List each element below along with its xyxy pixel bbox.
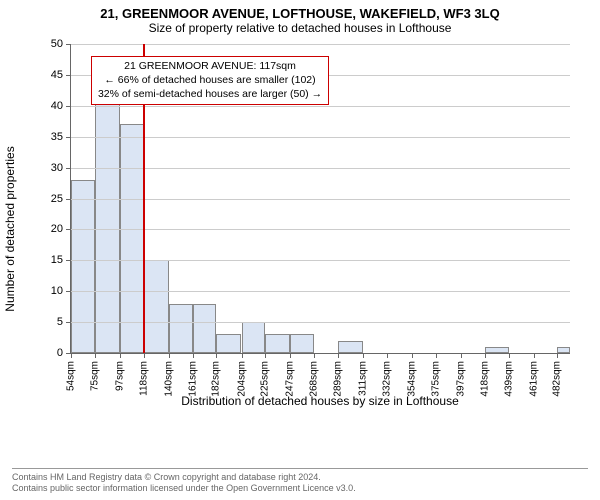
x-tick-label: 182sqm	[211, 361, 222, 397]
x-tick-label: 289sqm	[333, 361, 344, 397]
x-tick	[216, 353, 217, 358]
x-tick	[461, 353, 462, 358]
y-tick	[66, 291, 71, 292]
y-tick-label: 30	[51, 162, 63, 174]
y-tick	[66, 322, 71, 323]
gridline	[71, 291, 570, 292]
x-tick	[242, 353, 243, 358]
x-tick	[169, 353, 170, 358]
x-tick	[534, 353, 535, 358]
gridline	[71, 199, 570, 200]
y-tick	[66, 199, 71, 200]
histogram-bar	[290, 334, 314, 353]
histogram-bar	[242, 322, 266, 353]
y-tick-label: 15	[51, 254, 63, 266]
y-tick	[66, 229, 71, 230]
x-tick-label: 54sqm	[66, 361, 77, 391]
y-tick	[66, 168, 71, 169]
x-tick	[509, 353, 510, 358]
gridline	[71, 260, 570, 261]
footer: Contains HM Land Registry data © Crown c…	[12, 468, 588, 494]
histogram-bar	[216, 334, 241, 353]
x-tick-label: 461sqm	[528, 361, 539, 397]
y-tick-label: 25	[51, 193, 63, 205]
histogram-bar	[144, 260, 169, 353]
gridline	[71, 137, 570, 138]
x-tick-label: 161sqm	[187, 361, 198, 397]
x-tick	[290, 353, 291, 358]
histogram-bar	[169, 304, 193, 353]
x-tick-label: 354sqm	[407, 361, 418, 397]
x-tick-label: 118sqm	[138, 361, 149, 396]
x-tick-label: 482sqm	[552, 361, 563, 397]
histogram-bar	[71, 180, 95, 353]
x-tick-label: 204sqm	[236, 361, 247, 397]
chart-container: 21, GREENMOOR AVENUE, LOFTHOUSE, WAKEFIE…	[0, 0, 600, 500]
footer-line-2: Contains public sector information licen…	[12, 483, 588, 494]
x-tick-label: 140sqm	[163, 361, 174, 397]
x-tick-label: 75sqm	[89, 361, 100, 391]
y-tick-label: 45	[51, 69, 63, 81]
x-tick	[436, 353, 437, 358]
page-subtitle: Size of property relative to detached ho…	[0, 21, 600, 39]
x-tick-label: 268sqm	[309, 361, 320, 397]
annotation-line: 32% of semi-detached houses are larger (…	[98, 88, 322, 102]
x-tick	[120, 353, 121, 358]
x-tick-label: 397sqm	[455, 361, 466, 397]
x-tick	[95, 353, 96, 358]
y-tick-label: 5	[57, 316, 63, 328]
y-tick	[66, 137, 71, 138]
x-tick-label: 247sqm	[285, 361, 296, 397]
x-tick-label: 439sqm	[503, 361, 514, 397]
x-tick	[193, 353, 194, 358]
x-tick	[363, 353, 364, 358]
chart-area: Number of detached properties 0510152025…	[40, 44, 580, 414]
x-tick-label: 375sqm	[430, 361, 441, 397]
x-tick-label: 97sqm	[114, 361, 125, 391]
plot-area: 0510152025303540455054sqm75sqm97sqm118sq…	[70, 44, 570, 354]
y-tick-label: 20	[51, 223, 63, 235]
x-tick	[71, 353, 72, 358]
footer-line-1: Contains HM Land Registry data © Crown c…	[12, 472, 588, 483]
histogram-bar	[557, 347, 570, 353]
histogram-bar	[485, 347, 509, 353]
gridline	[71, 44, 570, 45]
y-tick	[66, 106, 71, 107]
x-tick	[338, 353, 339, 358]
x-tick	[557, 353, 558, 358]
x-tick-label: 311sqm	[358, 361, 369, 396]
x-tick-label: 332sqm	[381, 361, 392, 397]
x-tick	[144, 353, 145, 358]
histogram-bar	[95, 93, 120, 353]
x-tick	[412, 353, 413, 358]
y-axis-label: Number of detached properties	[3, 146, 17, 311]
x-tick	[265, 353, 266, 358]
histogram-bar	[120, 124, 144, 353]
gridline	[71, 322, 570, 323]
y-tick-label: 40	[51, 100, 63, 112]
x-tick-label: 225sqm	[260, 361, 271, 397]
x-tick-label: 418sqm	[479, 361, 490, 397]
histogram-bar	[193, 304, 217, 353]
gridline	[71, 168, 570, 169]
y-tick	[66, 75, 71, 76]
annotation-line: ← 66% of detached houses are smaller (10…	[98, 74, 322, 88]
annotation-line: 21 GREENMOOR AVENUE: 117sqm	[98, 60, 322, 74]
x-tick	[387, 353, 388, 358]
page-title: 21, GREENMOOR AVENUE, LOFTHOUSE, WAKEFIE…	[0, 0, 600, 21]
y-tick	[66, 260, 71, 261]
y-tick-label: 10	[51, 285, 63, 297]
x-tick	[485, 353, 486, 358]
histogram-bar	[338, 341, 363, 353]
x-tick	[314, 353, 315, 358]
y-tick	[66, 44, 71, 45]
y-tick-label: 0	[57, 347, 63, 359]
annotation-box: 21 GREENMOOR AVENUE: 117sqm← 66% of deta…	[91, 56, 329, 105]
x-axis-label: Distribution of detached houses by size …	[70, 394, 570, 408]
y-tick-label: 35	[51, 131, 63, 143]
gridline	[71, 106, 570, 107]
gridline	[71, 229, 570, 230]
histogram-bar	[265, 334, 290, 353]
y-tick-label: 50	[51, 38, 63, 50]
